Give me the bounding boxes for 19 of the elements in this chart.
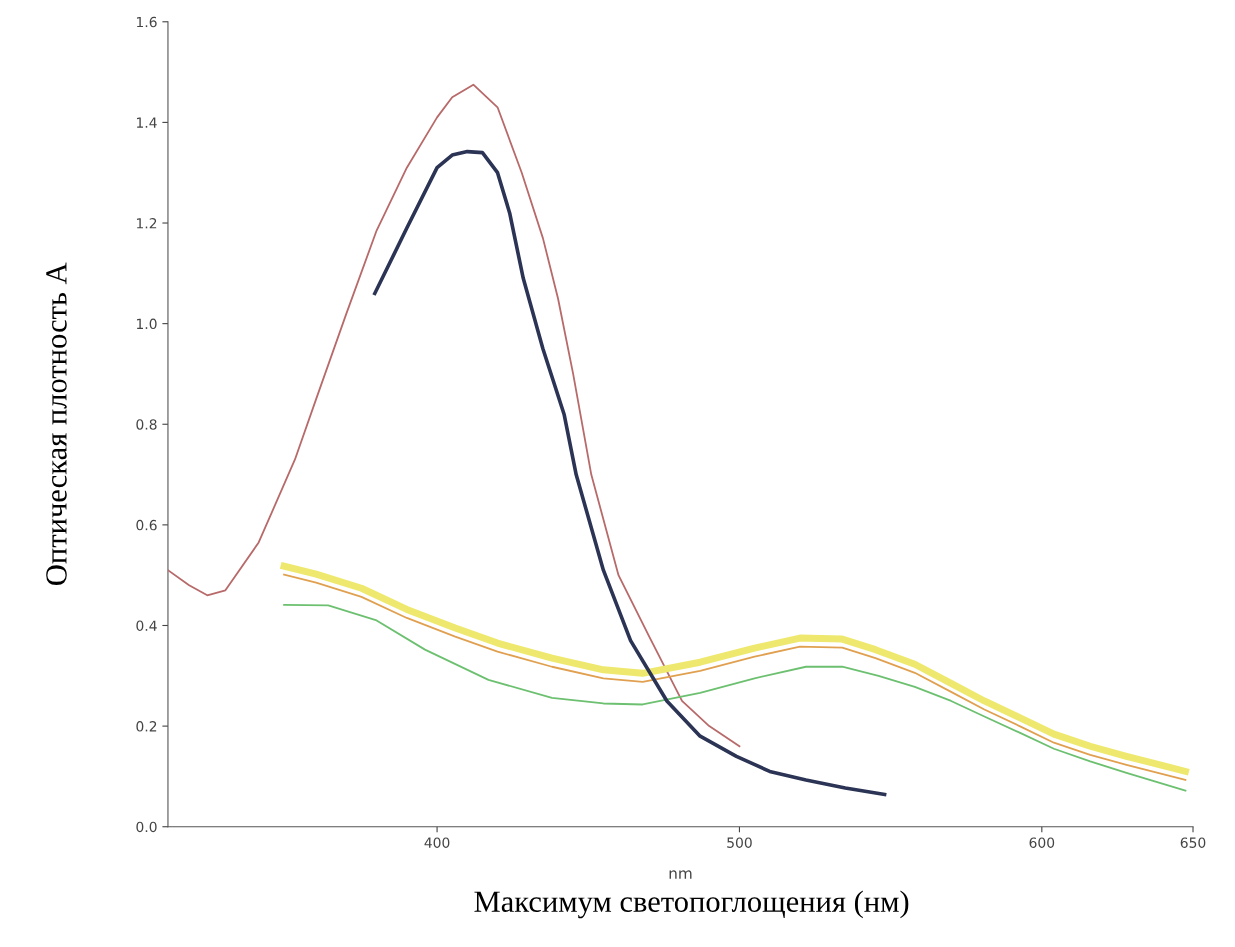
line-series xyxy=(167,83,741,748)
y-tick-label: 1.2 xyxy=(136,217,157,229)
line-series xyxy=(372,149,887,797)
y-tick-label: 0.8 xyxy=(136,419,157,430)
x-tick-label: 400 xyxy=(424,837,450,848)
y-tick-label: 0.2 xyxy=(136,721,157,732)
y-tick-label: 1.6 xyxy=(136,16,157,28)
x-axis-title: nm xyxy=(669,870,692,879)
line-series xyxy=(283,603,1187,792)
x-tick-label: 500 xyxy=(727,837,752,848)
y-tick-label: 1.0 xyxy=(136,318,157,330)
x-tick-label: 600 xyxy=(1029,837,1055,848)
y-tick-label: 0.4 xyxy=(136,620,157,631)
text: Максимум светопоглощения (нм) xyxy=(474,890,909,919)
y-tick-label: 1.4 xyxy=(136,117,157,128)
y-tick-label: 0.6 xyxy=(136,519,157,531)
y-axis-title: Оптическая плотность А xyxy=(46,262,67,585)
y-tick-label: 0.0 xyxy=(136,821,157,833)
x-tick-label: 650 xyxy=(1180,837,1206,848)
